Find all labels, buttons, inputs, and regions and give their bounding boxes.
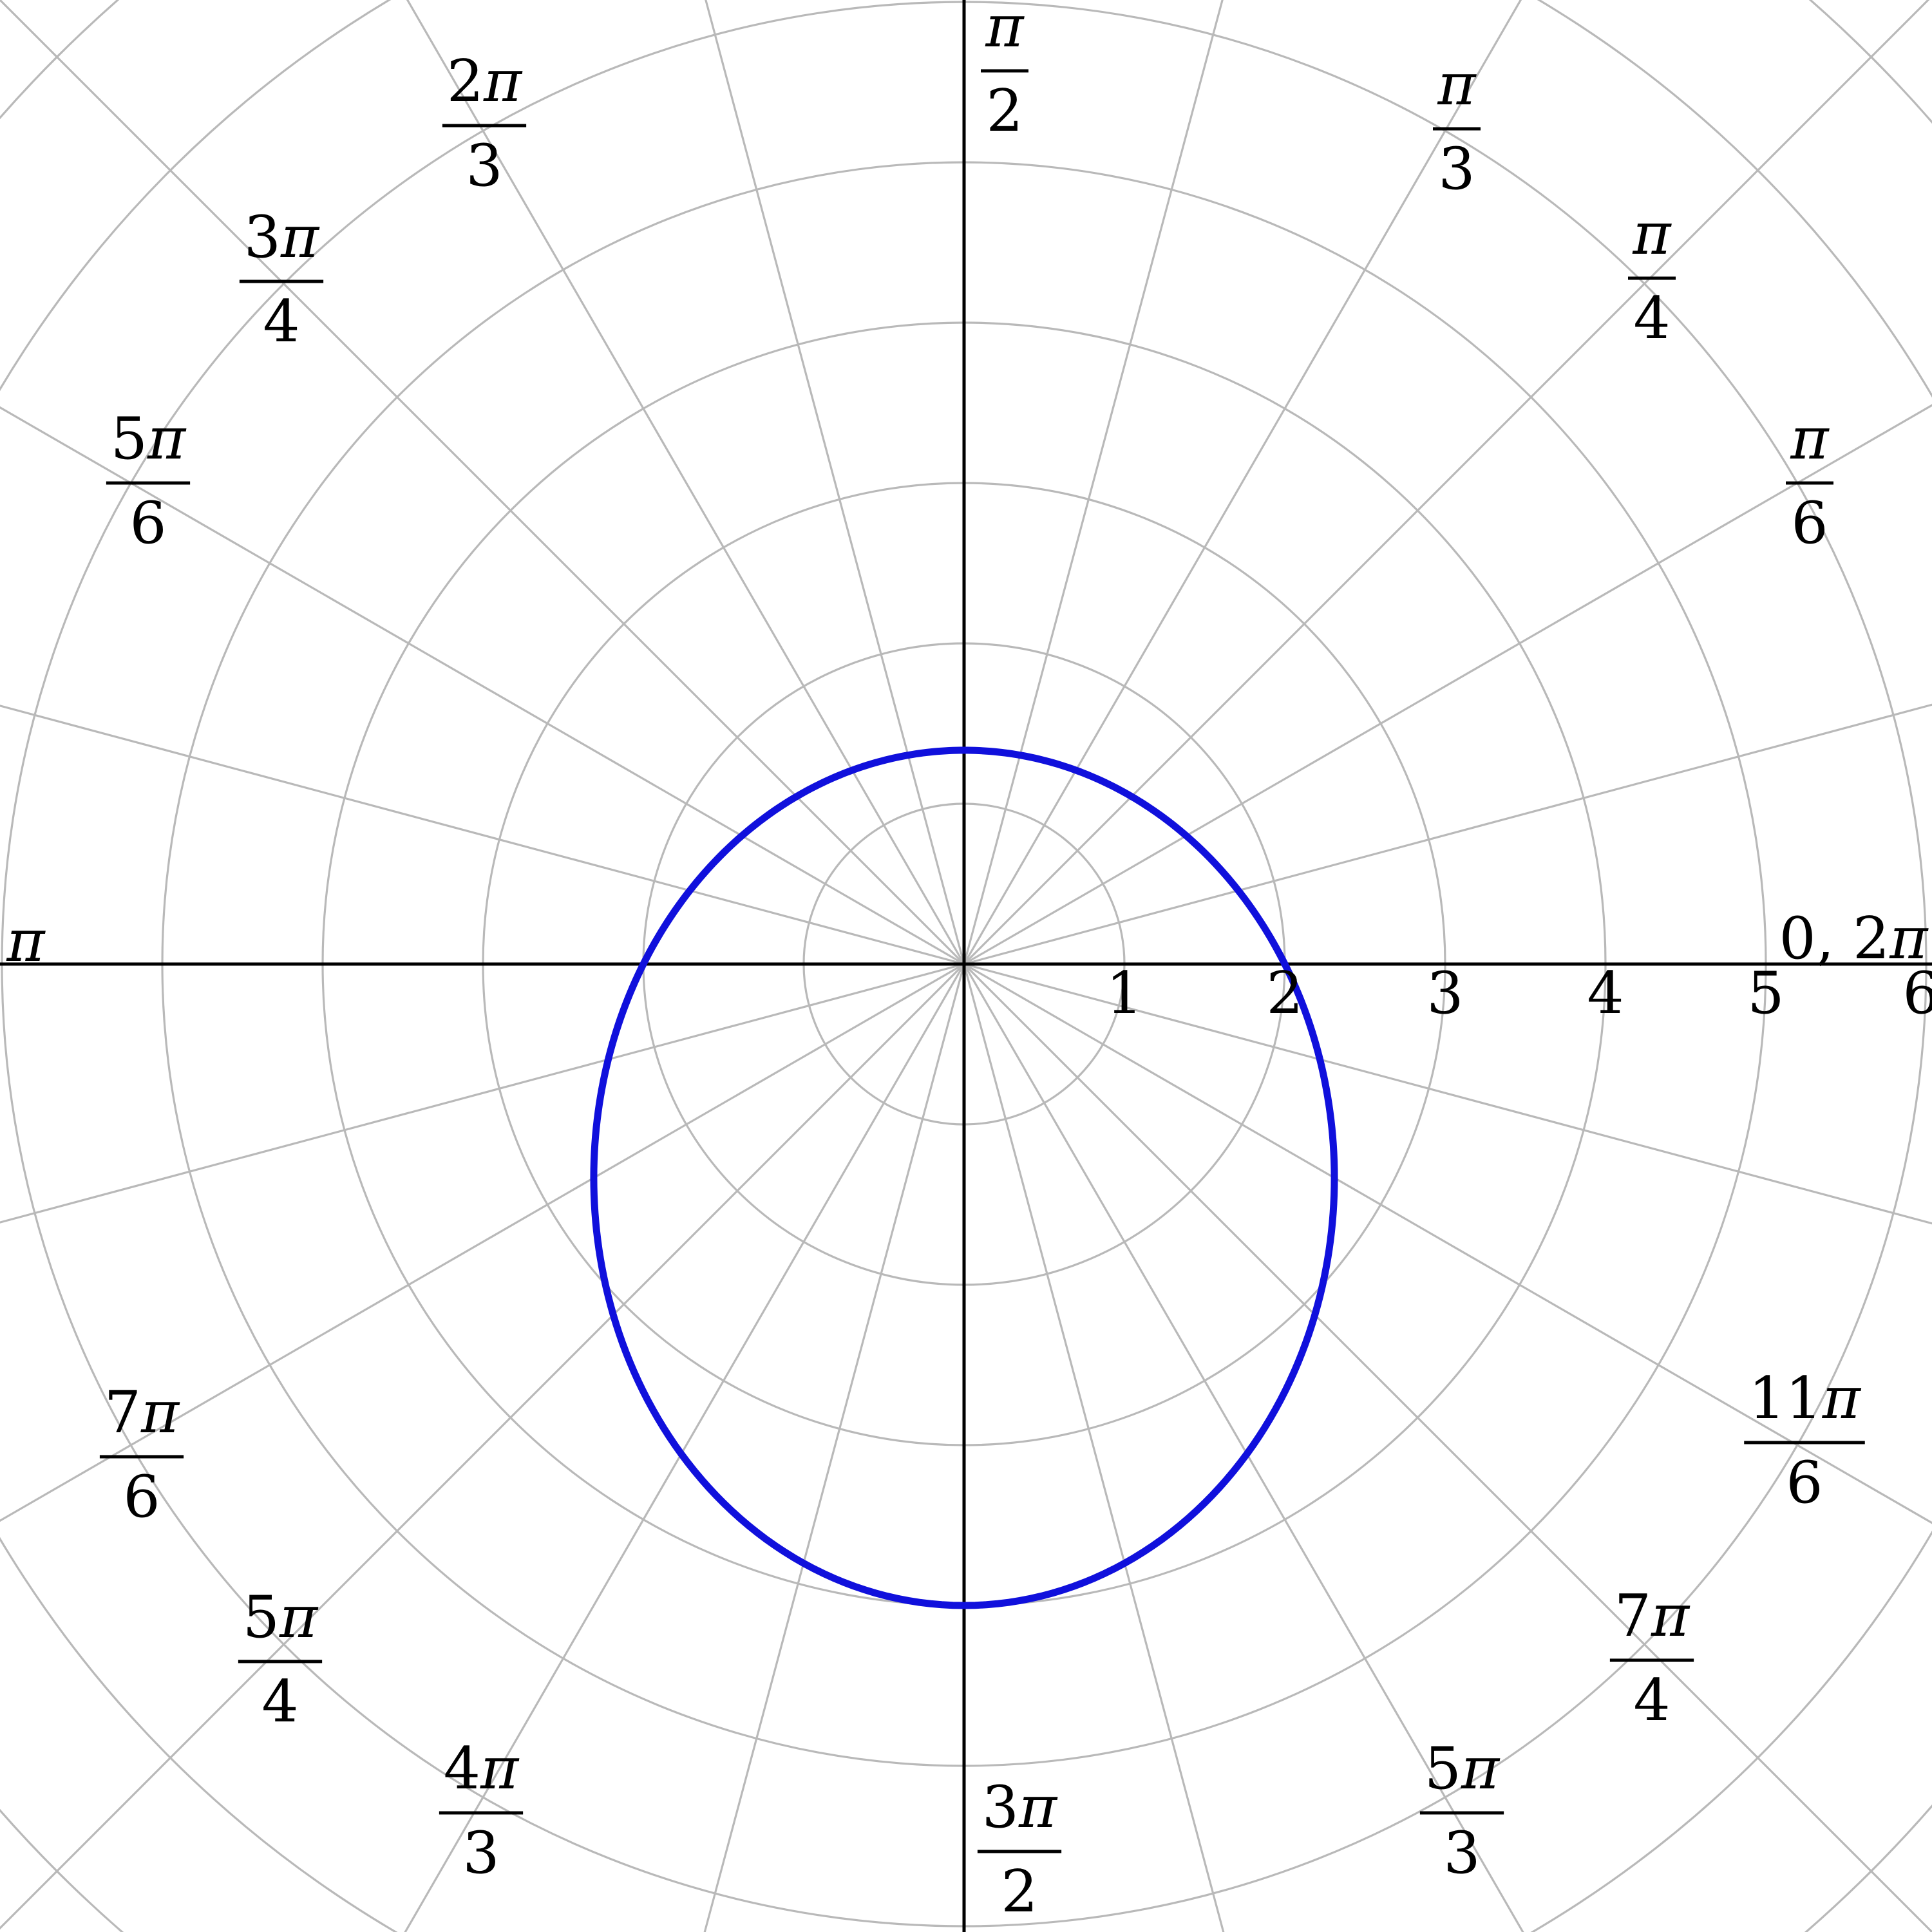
grid-ray-165deg bbox=[0, 705, 965, 965]
grid-ray-315deg bbox=[963, 963, 1932, 1932]
angle-label-denominator-3pi-2: 2 bbox=[1001, 1858, 1037, 1926]
grid-ray-135deg bbox=[0, 0, 965, 965]
r-tick-label-2: 2 bbox=[1266, 960, 1303, 1027]
grid-ray-120deg bbox=[406, 0, 965, 965]
grid-ray-45deg bbox=[963, 0, 1930, 965]
grid-ray-300deg bbox=[963, 963, 1524, 1932]
grid-ray-195deg bbox=[0, 963, 965, 1224]
grid-ray-225deg bbox=[0, 963, 965, 1930]
angle-label-3pi-4: 3π4 bbox=[239, 204, 324, 355]
angle-label-numerator-5pi-6: 5π bbox=[111, 405, 187, 473]
angle-label-numerator-pi-6: π bbox=[1790, 405, 1830, 473]
angle-label-7pi-6: 7π6 bbox=[99, 1379, 184, 1531]
grid-ray-345deg bbox=[963, 963, 1932, 1225]
angle-label-denominator-pi-4: 4 bbox=[1633, 285, 1670, 352]
angle-label-pi-4: π4 bbox=[1628, 200, 1676, 352]
grid-ray-105deg bbox=[705, 0, 965, 965]
angle-label-numerator-4pi-3: 4π bbox=[444, 1735, 520, 1803]
angle-label-denominator-7pi-4: 4 bbox=[1633, 1667, 1670, 1734]
angle-label-denominator-7pi-6: 6 bbox=[123, 1463, 160, 1531]
angle-label-numerator-3pi-2: 3π bbox=[982, 1774, 1058, 1841]
angle-label-denominator-5pi-6: 6 bbox=[129, 489, 166, 557]
grid-ray-150deg bbox=[0, 406, 965, 965]
angle-label-numerator-pi-4: π bbox=[1632, 200, 1672, 268]
grid-ray-210deg bbox=[0, 963, 965, 1522]
angle-label-5pi-6: 5π6 bbox=[106, 405, 191, 557]
angle-label-numerator-11pi-6: 11π bbox=[1748, 1365, 1862, 1432]
grid-ray-330deg bbox=[963, 963, 1932, 1524]
angle-label-numerator-pi-3: π bbox=[1437, 51, 1477, 118]
angle-label-denominator-5pi-4: 4 bbox=[261, 1668, 298, 1736]
angle-label-denominator-5pi-3: 3 bbox=[1443, 1819, 1480, 1887]
angle-label-5pi-4: 5π4 bbox=[238, 1584, 323, 1736]
angle-label-pi: π bbox=[6, 907, 46, 975]
angle-label-numerator-5pi-4: 5π bbox=[243, 1584, 319, 1651]
angle-label-text-pi: π bbox=[6, 907, 46, 975]
angle-label-zero-2pi: 0, 2π bbox=[1779, 905, 1929, 972]
angle-label-text-zero-2pi: 0, 2π bbox=[1779, 905, 1929, 972]
angle-label-numerator-7pi-6: 7π bbox=[104, 1379, 180, 1446]
angle-label-3pi-2: 3π2 bbox=[977, 1774, 1062, 1926]
angle-label-denominator-4pi-3: 3 bbox=[462, 1819, 499, 1887]
angle-label-denominator-3pi-4: 4 bbox=[263, 288, 299, 355]
angle-label-denominator-pi-2: 2 bbox=[986, 77, 1023, 145]
grid-ray-255deg bbox=[703, 963, 965, 1932]
grid-ray-60deg bbox=[963, 0, 1522, 965]
angle-label-numerator-7pi-4: 7π bbox=[1615, 1582, 1690, 1650]
grid-ray-15deg bbox=[963, 703, 1932, 965]
r-tick-label-1: 1 bbox=[1106, 960, 1142, 1027]
grid-ray-285deg bbox=[963, 963, 1225, 1932]
angle-label-2pi-3: 2π3 bbox=[442, 48, 527, 200]
angle-label-5pi-3: 5π3 bbox=[1419, 1735, 1504, 1887]
grid-ray-75deg bbox=[963, 0, 1224, 965]
angle-label-numerator-pi-2: π bbox=[985, 0, 1025, 61]
r-tick-label-5: 5 bbox=[1747, 960, 1784, 1027]
angle-label-numerator-3pi-4: 3π bbox=[244, 204, 320, 271]
angle-label-pi-3: π3 bbox=[1433, 51, 1481, 203]
angle-label-4pi-3: 4π3 bbox=[439, 1735, 524, 1887]
angle-label-denominator-pi-3: 3 bbox=[1438, 135, 1475, 203]
angle-label-pi-2: π2 bbox=[981, 0, 1028, 145]
polar-curve-ellipse bbox=[590, 746, 1338, 1609]
angle-label-numerator-5pi-3: 5π bbox=[1425, 1735, 1501, 1803]
grid-ray-240deg bbox=[404, 963, 965, 1932]
angle-label-numerator-2pi-3: 2π bbox=[447, 48, 523, 115]
angle-label-7pi-4: 7π4 bbox=[1609, 1582, 1694, 1734]
angle-label-pi-6: π6 bbox=[1786, 405, 1833, 557]
r-tick-label-6: 6 bbox=[1902, 960, 1932, 1027]
angle-label-denominator-11pi-6: 6 bbox=[1786, 1449, 1823, 1517]
angle-label-denominator-2pi-3: 3 bbox=[466, 132, 502, 200]
grid-ray-30deg bbox=[963, 404, 1932, 965]
angle-label-denominator-pi-6: 6 bbox=[1791, 489, 1828, 557]
r-tick-label-3: 3 bbox=[1426, 960, 1463, 1027]
r-tick-label-4: 4 bbox=[1587, 960, 1624, 1027]
r-axis-tick-labels: 1 2 3 4 5 6 bbox=[1106, 960, 1932, 1027]
